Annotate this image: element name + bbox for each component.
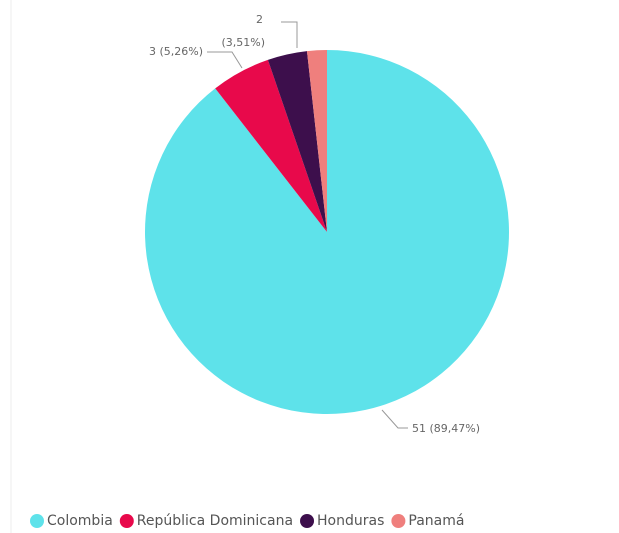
data-label: 2 (3,51%): [221, 13, 265, 49]
leader-line: [207, 51, 243, 69]
legend-marker: [119, 514, 134, 528]
legend-marker: [300, 514, 315, 528]
legend-label: Panamá: [408, 513, 464, 529]
data-label: 3 (5,26%): [149, 45, 203, 58]
legend-label: República Dominicana: [137, 513, 293, 529]
legend-label: Colombia: [47, 513, 113, 529]
leader-line: [381, 409, 408, 429]
pie-slice: [306, 50, 327, 232]
data-label: 51 (89,47%): [412, 422, 480, 435]
leader-line: [281, 21, 298, 48]
pie-slice: [267, 51, 327, 233]
legend-label: Honduras: [317, 513, 384, 529]
pie-slice: [215, 59, 327, 232]
legend-marker: [30, 514, 44, 528]
legend-marker: [391, 514, 406, 528]
